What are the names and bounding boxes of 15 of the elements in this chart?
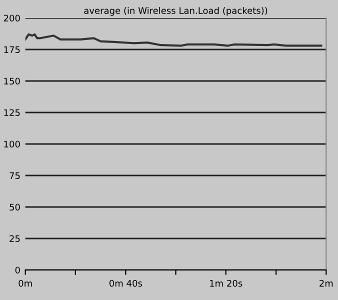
y-tick-label: 50 <box>10 204 20 211</box>
y-tick-label: 175 <box>4 46 20 54</box>
x-tick-label: 2m <box>320 280 333 287</box>
y-tick-label: 75 <box>10 172 20 180</box>
y-tick-label: 125 <box>4 109 20 116</box>
x-tick-label: 0m <box>18 280 32 287</box>
y-tick-label: 150 <box>4 78 20 85</box>
y-tick-label: 0 <box>15 266 20 274</box>
y-tick-label: 100 <box>4 140 20 148</box>
y-tick-label: 200 <box>4 14 20 22</box>
chart-title: average (in Wireless Lan.Load (packets)) <box>84 6 268 16</box>
x-tick-label: 0m 40s <box>109 280 142 287</box>
y-tick-label: 25 <box>10 235 20 242</box>
x-tick-label: 1m 20s <box>210 280 242 287</box>
line-series <box>25 33 322 47</box>
